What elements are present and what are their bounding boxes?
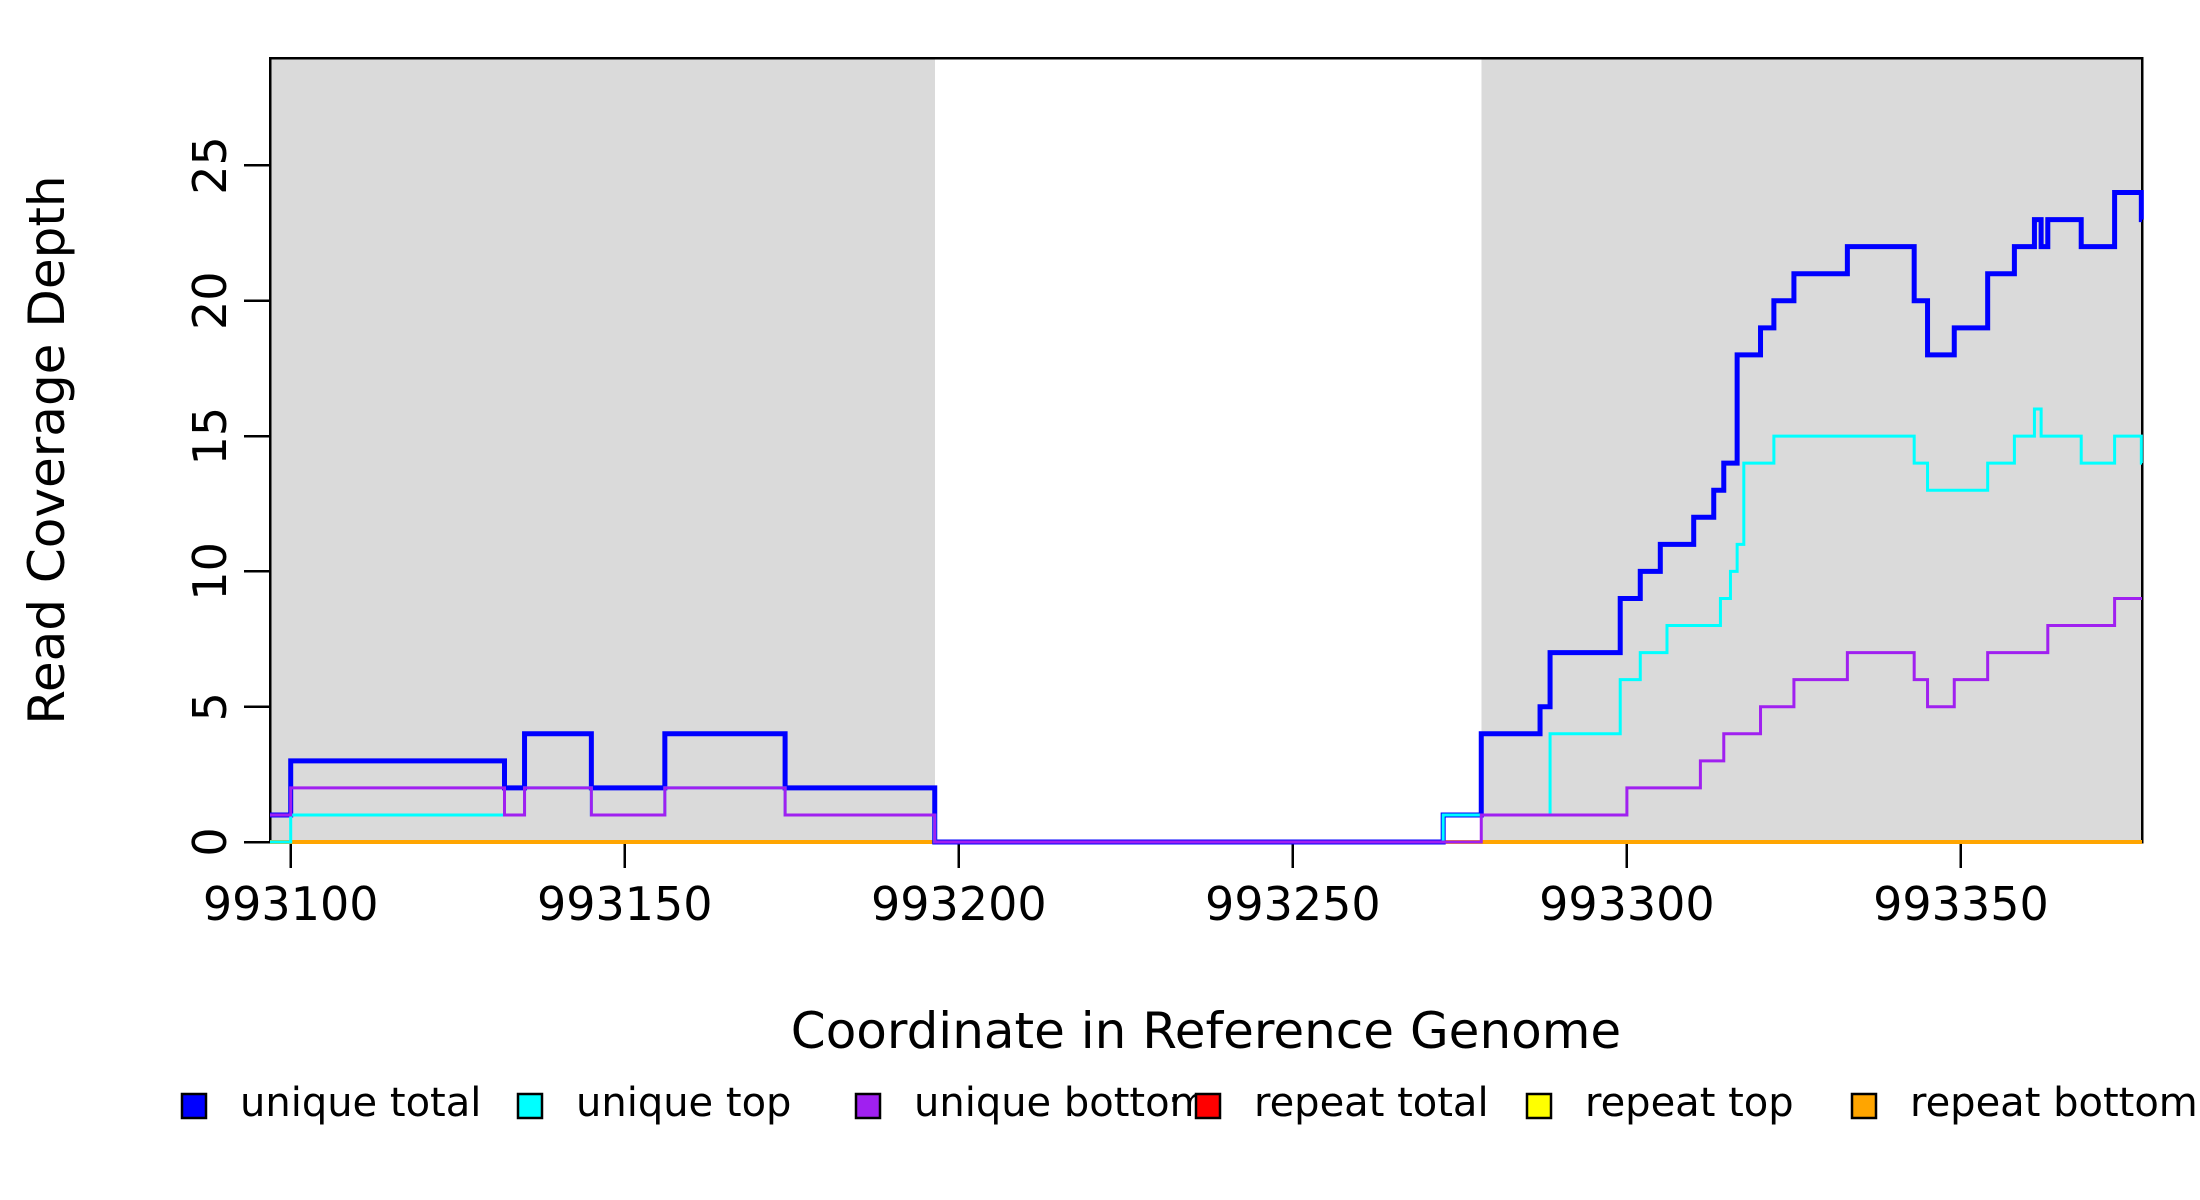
x-tick-label: 993100 xyxy=(203,877,379,931)
legend-swatch-repeat-bottom xyxy=(1850,1092,1878,1120)
x-tick-label: 993150 xyxy=(537,877,713,931)
x-tick-label: 993350 xyxy=(1873,877,2049,931)
legend-label: repeat top xyxy=(1585,1080,1794,1126)
shaded-region-2 xyxy=(1481,58,2142,842)
legend: unique total unique top unique bottom repea… xyxy=(180,1066,2198,1126)
y-tick-label: 0 xyxy=(183,827,237,856)
legend-label: unique top xyxy=(576,1080,791,1126)
legend-label: repeat total xyxy=(1254,1080,1489,1126)
y-tick-label: 25 xyxy=(183,136,237,195)
x-tick-label: 993250 xyxy=(1205,877,1381,931)
legend-item-unique-total: unique total xyxy=(180,1080,481,1126)
y-tick-label: 5 xyxy=(183,692,237,721)
shaded-regions xyxy=(270,58,2142,842)
legend-item-unique-top: unique top xyxy=(516,1080,791,1126)
legend-label: unique total xyxy=(240,1080,481,1126)
legend-label: unique bottom xyxy=(914,1080,1209,1126)
legend-swatch-unique-top xyxy=(516,1092,544,1120)
stray-mark: . xyxy=(1168,1066,1181,1112)
y-axis-title: Read Coverage Depth xyxy=(18,175,76,724)
y-tick-label: 10 xyxy=(183,542,237,601)
legend-swatch-unique-bottom xyxy=(854,1092,882,1120)
x-tick-label: 993200 xyxy=(871,877,1047,931)
legend-item-repeat-total: repeat total xyxy=(1194,1080,1489,1126)
legend-label: repeat bottom xyxy=(1910,1080,2198,1126)
y-tick-label: 15 xyxy=(183,407,237,466)
series-lines xyxy=(270,190,2144,845)
shaded-region-1 xyxy=(270,58,935,842)
legend-swatch-unique-total xyxy=(180,1092,208,1120)
x-axis-title: Coordinate in Reference Genome xyxy=(791,1002,1621,1060)
series-unique-total xyxy=(270,190,2144,845)
axes: 993100 993150 993200 993250 993300 993350 0 5 10… xyxy=(183,136,2049,931)
y-tick-label: 20 xyxy=(183,271,237,330)
legend-item-repeat-top: repeat top xyxy=(1525,1080,1794,1126)
x-tick-label: 993300 xyxy=(1539,877,1715,931)
legend-swatch-repeat-total xyxy=(1194,1092,1222,1120)
series-unique-bottom xyxy=(270,596,2142,844)
legend-swatch-repeat-top xyxy=(1525,1092,1553,1120)
legend-item-unique-bottom: unique bottom xyxy=(854,1080,1209,1126)
legend-item-repeat-bottom: repeat bottom xyxy=(1850,1080,2198,1126)
